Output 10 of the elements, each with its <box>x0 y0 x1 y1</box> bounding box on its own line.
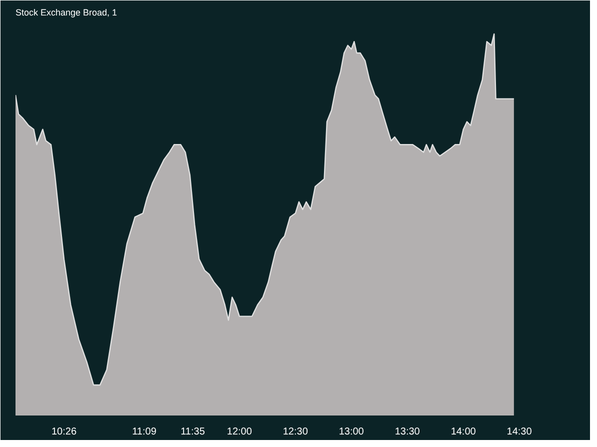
x-tick-label: 14:00 <box>450 426 476 438</box>
x-tick-label: 10:26 <box>52 426 77 438</box>
x-tick-label: 13:00 <box>338 426 364 438</box>
x-tick-label: 13:30 <box>394 426 420 438</box>
chart-title: Stock Exchange Broad, 1 <box>16 8 118 18</box>
x-tick-label: 12:30 <box>282 426 308 438</box>
x-tick-label: 11:09 <box>132 426 157 438</box>
x-tick-label: 11:35 <box>180 426 206 438</box>
x-tick-label: 12:00 <box>226 426 252 438</box>
x-tick-label: 14:30 <box>506 426 532 438</box>
